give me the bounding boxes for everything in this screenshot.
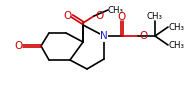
Text: O: O <box>96 11 104 21</box>
Text: CH₃: CH₃ <box>169 40 185 50</box>
Text: O: O <box>140 31 148 41</box>
Text: O: O <box>63 11 71 21</box>
Text: O: O <box>14 41 22 51</box>
Text: CH₃: CH₃ <box>108 6 124 14</box>
Text: CH₃: CH₃ <box>169 22 185 31</box>
Text: N: N <box>100 31 108 41</box>
Text: CH₃: CH₃ <box>147 11 163 20</box>
Text: O: O <box>118 12 126 22</box>
